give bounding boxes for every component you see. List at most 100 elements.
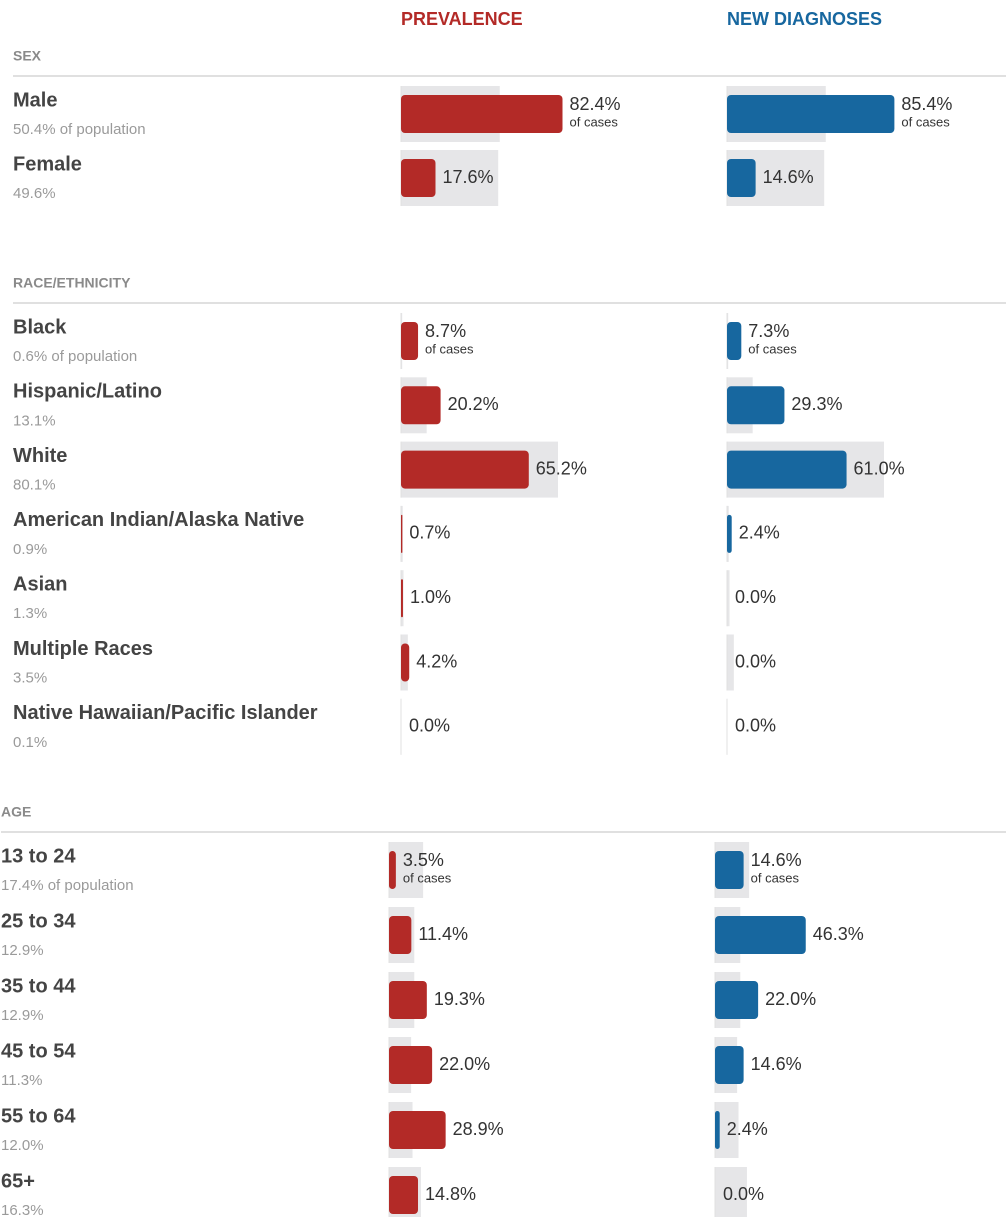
population-label: 50.4% of population xyxy=(13,121,146,138)
population-label: 16.3% xyxy=(1,1202,44,1217)
population-bar xyxy=(715,1167,747,1217)
population-label: 0.9% xyxy=(13,541,47,558)
bar xyxy=(389,1046,433,1084)
value-label: 82.4% xyxy=(570,94,621,114)
bar xyxy=(401,386,441,425)
population-label: 11.3% xyxy=(1,1072,42,1089)
bar xyxy=(727,322,742,360)
row-label: Native Hawaiian/Pacific Islander xyxy=(13,702,318,724)
population-bar xyxy=(727,634,734,691)
row-label: Multiple Races xyxy=(13,638,153,660)
row-label: Black xyxy=(13,316,67,338)
bar xyxy=(389,1176,419,1214)
cases-note: of cases xyxy=(425,341,474,356)
cases-note: of cases xyxy=(751,870,800,885)
population-label: 80.1% xyxy=(13,477,56,494)
bar xyxy=(401,514,403,553)
value-label: 1.0% xyxy=(410,587,451,607)
cases-note: of cases xyxy=(748,341,797,356)
row-label: American Indian/Alaska Native xyxy=(13,509,304,531)
value-label: 0.0% xyxy=(409,716,450,736)
bar xyxy=(727,514,732,553)
row-label: 45 to 54 xyxy=(1,1040,76,1062)
value-label: 0.7% xyxy=(409,523,450,543)
bar xyxy=(401,95,563,133)
row-label: Female xyxy=(13,153,82,175)
value-label: 85.4% xyxy=(901,94,952,114)
value-label: 2.4% xyxy=(727,1119,768,1139)
section-title: AGE xyxy=(1,804,31,820)
value-label: 11.4% xyxy=(418,924,468,944)
bar xyxy=(727,159,756,197)
value-label: 22.0% xyxy=(439,1054,490,1074)
bar xyxy=(401,322,419,360)
value-label: 14.6% xyxy=(763,167,814,187)
population-label: 17.4% of population xyxy=(1,877,134,894)
population-label: 0.1% xyxy=(13,734,47,751)
bar xyxy=(389,916,412,954)
bar xyxy=(401,579,403,618)
bar xyxy=(389,1111,446,1149)
bar xyxy=(715,851,744,889)
bar xyxy=(715,916,806,954)
section-title: RACE/ETHNICITY xyxy=(13,275,131,291)
cases-note: of cases xyxy=(901,114,950,129)
value-label: 20.2% xyxy=(448,394,499,414)
row-label: Hispanic/Latino xyxy=(13,381,162,403)
bar xyxy=(715,981,759,1019)
bar xyxy=(401,159,436,197)
bar xyxy=(401,450,529,489)
bar xyxy=(727,386,785,425)
bar xyxy=(401,643,410,682)
value-label: 7.3% xyxy=(748,321,789,341)
value-label: 4.2% xyxy=(416,651,457,671)
value-label: 17.6% xyxy=(442,167,493,187)
row-label: 13 to 24 xyxy=(1,845,76,867)
population-label: 0.6% of population xyxy=(13,348,137,365)
bar xyxy=(715,1111,720,1149)
population-label: 12.9% xyxy=(1,942,44,959)
population-bar xyxy=(727,570,730,627)
value-label: 14.8% xyxy=(425,1184,476,1204)
bar xyxy=(727,450,847,489)
value-label: 61.0% xyxy=(854,458,905,478)
row-label: Male xyxy=(13,89,57,111)
value-label: 22.0% xyxy=(765,989,816,1009)
population-bar xyxy=(715,1102,739,1158)
section-title: SEX xyxy=(13,48,42,64)
population-label: 12.0% xyxy=(1,1137,44,1154)
population-label: 3.5% xyxy=(13,669,47,686)
value-label: 2.4% xyxy=(739,523,780,543)
population-label: 49.6% xyxy=(13,185,56,202)
row-label: 55 to 64 xyxy=(1,1105,76,1127)
bar xyxy=(389,981,427,1019)
population-label: 12.9% xyxy=(1,1007,44,1024)
row-label: White xyxy=(13,445,67,467)
cases-note: of cases xyxy=(403,870,452,885)
row-label: 35 to 44 xyxy=(1,975,76,997)
row-label: 25 to 34 xyxy=(1,910,76,932)
population-label: 1.3% xyxy=(13,605,47,622)
population-label: 13.1% xyxy=(13,412,56,429)
column-header: PREVALENCE xyxy=(401,9,523,29)
value-label: 0.0% xyxy=(735,716,776,736)
row-label: Asian xyxy=(13,573,67,595)
cases-note: of cases xyxy=(570,114,619,129)
row-label: 65+ xyxy=(1,1170,35,1192)
column-header: NEW DIAGNOSES xyxy=(727,9,882,29)
bar xyxy=(727,95,895,133)
value-label: 0.0% xyxy=(723,1184,764,1204)
value-label: 29.3% xyxy=(791,394,842,414)
value-label: 28.9% xyxy=(453,1119,504,1139)
bar xyxy=(389,851,396,889)
value-label: 0.0% xyxy=(735,587,776,607)
value-label: 8.7% xyxy=(425,321,466,341)
value-label: 46.3% xyxy=(813,924,864,944)
value-label: 14.6% xyxy=(751,850,802,870)
value-label: 19.3% xyxy=(434,989,485,1009)
value-label: 14.6% xyxy=(751,1054,802,1074)
value-label: 3.5% xyxy=(403,850,444,870)
value-label: 65.2% xyxy=(536,458,587,478)
value-label: 0.0% xyxy=(735,651,776,671)
